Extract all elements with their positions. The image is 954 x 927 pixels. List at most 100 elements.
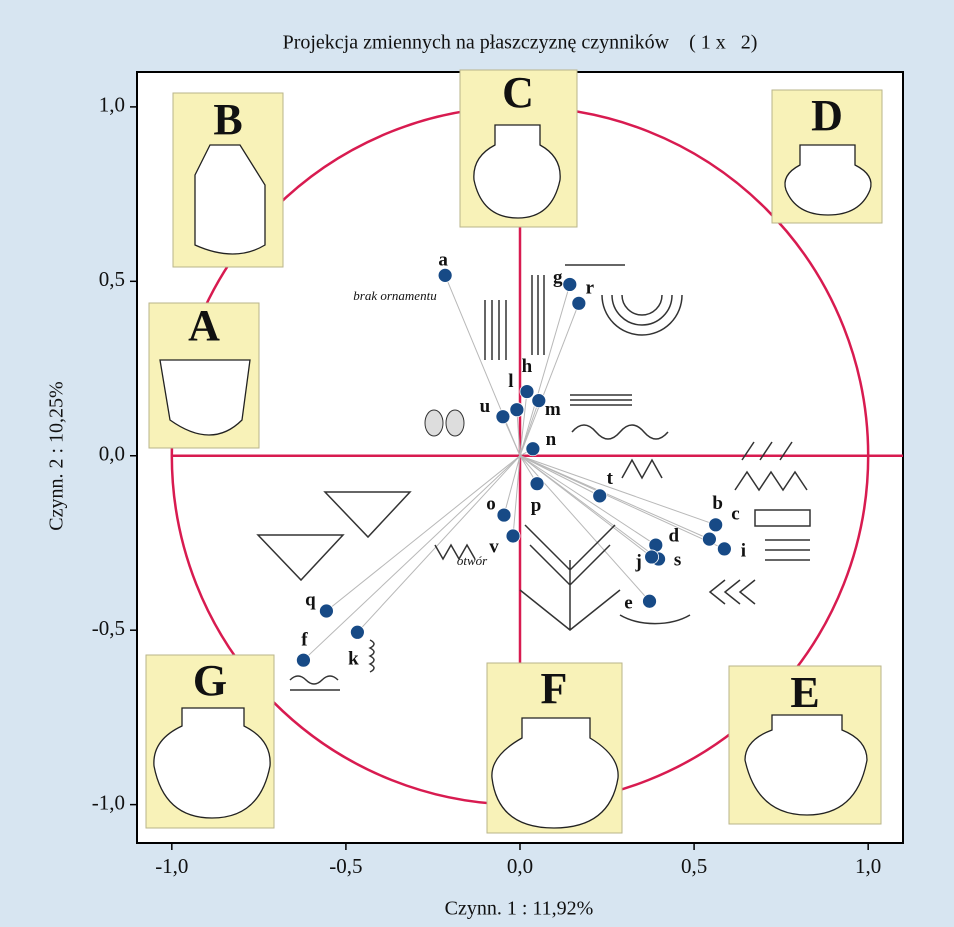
point [519, 384, 535, 399]
pot [744, 714, 868, 816]
point [531, 393, 547, 409]
point [349, 624, 365, 640]
point-label: h [522, 356, 533, 377]
loading-line [519, 455, 600, 497]
point [495, 409, 511, 425]
panel: G [145, 654, 275, 829]
y-tick-label: 1,0 [99, 93, 125, 117]
panel: B [172, 92, 284, 268]
point-label: r [586, 278, 595, 299]
loading-line [303, 455, 521, 661]
point [529, 476, 545, 492]
point-label: v [489, 536, 499, 557]
annotation: brak ornamentu [353, 288, 437, 303]
point-label: t [607, 468, 614, 489]
point-label: l [508, 371, 513, 392]
y-tick-label: 0,0 [99, 442, 125, 466]
panel-label: G [193, 656, 227, 705]
point-label: o [486, 493, 496, 514]
loading-line [326, 455, 521, 612]
point-label: b [712, 493, 723, 514]
panel-label: C [502, 68, 534, 117]
y-axis-label: Czynn. 2 : 10,25% [46, 381, 68, 530]
point [716, 541, 732, 557]
panel-label: D [811, 91, 843, 140]
ornaments [256, 264, 811, 691]
loading-line [519, 400, 540, 456]
point-label: a [438, 250, 448, 271]
pot [784, 144, 872, 216]
x-axis-label: Czynn. 1 : 11,92% [445, 898, 594, 920]
loading-line [519, 455, 716, 526]
point [702, 531, 717, 547]
pot [491, 717, 619, 829]
point [644, 549, 660, 565]
point [496, 507, 512, 523]
point-label: n [546, 429, 557, 450]
panel-label: E [790, 668, 819, 717]
ornament [256, 491, 476, 582]
panel-label: B [213, 95, 242, 144]
point-label: g [553, 267, 563, 288]
x-tick-label: -1,0 [155, 854, 188, 878]
x-tick-label: 0,5 [681, 854, 707, 878]
loading-line [519, 284, 571, 456]
point-label: j [634, 551, 641, 572]
point-label: p [531, 495, 542, 516]
ornament [484, 275, 545, 360]
y-tick-label: -0,5 [92, 616, 125, 640]
loading-line [519, 303, 580, 456]
ornament [708, 509, 811, 605]
annotation: otwór [457, 553, 488, 568]
point-label: i [741, 540, 746, 561]
point-label: k [348, 649, 359, 670]
ornament [424, 409, 444, 437]
loading-line [516, 409, 521, 456]
point-label: f [301, 630, 308, 651]
y-tick-label: 0,5 [99, 267, 125, 291]
x-tick-label: 0,0 [507, 854, 533, 878]
pot [159, 359, 251, 436]
point-label: m [545, 399, 561, 420]
plot-over: a g r h m lu n p t o v b ci ds je q k f brak ornamentu otwó… [296, 250, 746, 670]
point-label: e [624, 593, 632, 614]
x-tick-label: -0,5 [329, 854, 362, 878]
point [437, 267, 453, 283]
loading-line [357, 455, 521, 633]
point-label: d [669, 525, 680, 546]
pot [473, 124, 561, 219]
point [571, 295, 587, 311]
point [708, 517, 724, 533]
panel: F [486, 662, 623, 834]
point-label: c [731, 503, 739, 524]
point [319, 603, 334, 619]
ornament [570, 394, 669, 440]
pot [194, 144, 266, 255]
point [642, 593, 657, 609]
loading-line [503, 455, 521, 516]
point [592, 488, 608, 504]
panel: A [148, 301, 260, 449]
chart-title: Projekcja zmiennych na płaszczyznę czynn… [283, 32, 758, 54]
ornament [289, 524, 691, 691]
ornament [621, 441, 808, 492]
point [509, 402, 525, 418]
loading-line [519, 455, 657, 546]
loading-line [444, 275, 521, 456]
loading-line [519, 391, 528, 456]
point [505, 528, 521, 544]
point [562, 277, 578, 292]
loading-line [519, 455, 652, 558]
point [525, 441, 541, 457]
loading-line [519, 455, 725, 550]
panel: E [728, 665, 882, 825]
point-label: u [480, 396, 491, 417]
loading-line [512, 455, 521, 537]
point [296, 652, 311, 668]
panel: C [459, 68, 578, 228]
ornament [445, 409, 465, 437]
panel-label: F [541, 664, 568, 713]
pot [153, 707, 271, 819]
ornament [565, 264, 683, 336]
